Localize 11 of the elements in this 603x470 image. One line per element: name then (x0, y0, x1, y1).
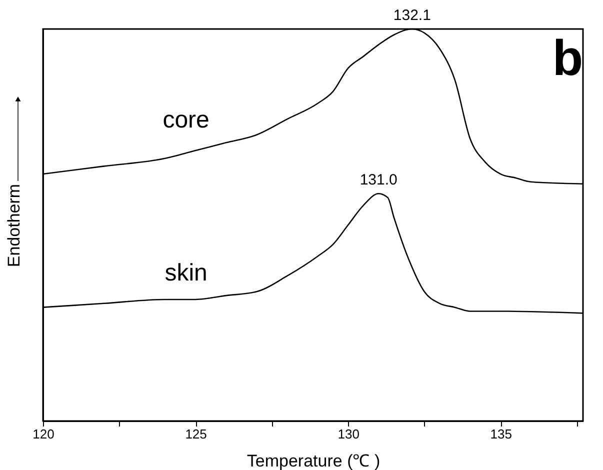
series-label: core (162, 106, 210, 134)
x-axis-title: Temperature (℃ ) (246, 452, 380, 470)
annotation: 131.0 (360, 172, 398, 189)
annotation: b (552, 30, 583, 86)
y-axis-title: Endotherm (4, 184, 24, 268)
x-tick-label: 130 (338, 426, 360, 442)
x-tick-label: 120 (32, 426, 54, 442)
series-label: skin (164, 260, 208, 287)
annotation: 132.1 (393, 7, 431, 24)
x-tick-label: 125 (185, 426, 207, 442)
x-tick-label: 135 (490, 426, 512, 442)
